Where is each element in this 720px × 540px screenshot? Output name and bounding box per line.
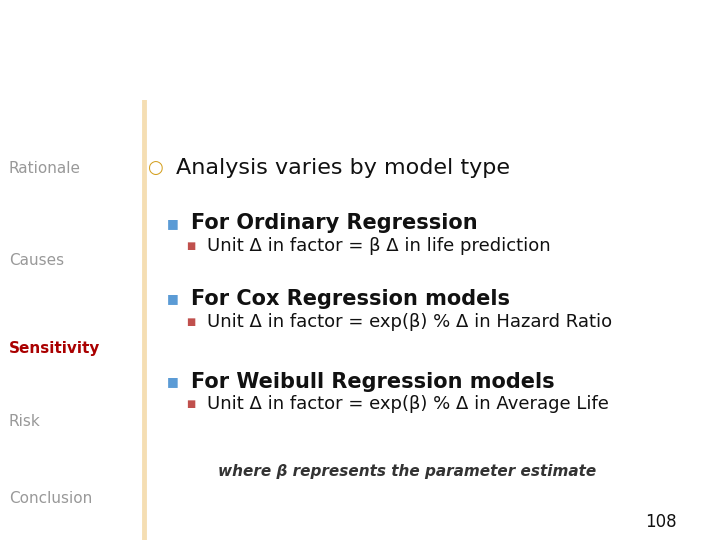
Text: where β represents the parameter estimate: where β represents the parameter estimat… <box>217 464 596 480</box>
Text: For Weibull Regression models: For Weibull Regression models <box>191 372 554 392</box>
Text: Rationale: Rationale <box>9 160 81 176</box>
Text: Sensitivity by Model Type: Sensitivity by Model Type <box>20 35 542 69</box>
Text: Conclusion: Conclusion <box>9 491 92 505</box>
Text: Unit Δ in factor = exp(β) % Δ in Average Life: Unit Δ in factor = exp(β) % Δ in Average… <box>207 395 609 414</box>
Text: For Ordinary Regression: For Ordinary Regression <box>191 213 477 233</box>
Text: 108: 108 <box>645 514 677 531</box>
Text: Analysis varies by model type: Analysis varies by model type <box>176 158 510 178</box>
Text: ■: ■ <box>167 292 179 305</box>
Text: Sensitivity: Sensitivity <box>9 341 100 356</box>
Text: ■: ■ <box>186 400 195 409</box>
Text: For Cox Regression models: For Cox Regression models <box>191 289 510 309</box>
Text: ■: ■ <box>167 217 179 230</box>
Text: Unit Δ in factor = β Δ in life prediction: Unit Δ in factor = β Δ in life predictio… <box>207 237 551 255</box>
Text: ■: ■ <box>167 375 179 388</box>
Text: ■: ■ <box>186 241 195 251</box>
Text: Unit Δ in factor = exp(β) % Δ in Hazard Ratio: Unit Δ in factor = exp(β) % Δ in Hazard … <box>207 313 613 330</box>
Text: ○: ○ <box>147 159 163 177</box>
Text: Causes: Causes <box>9 253 64 268</box>
Text: Risk: Risk <box>9 414 40 429</box>
Text: ■: ■ <box>186 317 195 327</box>
